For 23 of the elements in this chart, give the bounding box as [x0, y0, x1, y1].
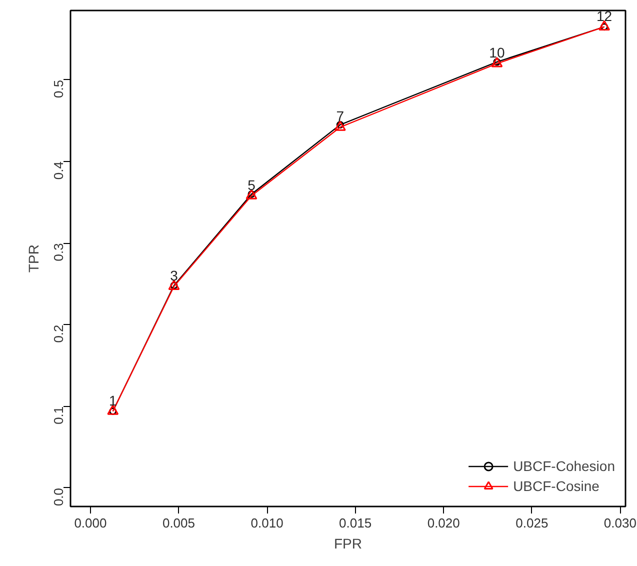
x-tick-label: 0.000 — [74, 516, 107, 530]
x-tick-label: 0.010 — [250, 516, 284, 530]
x-tick-label: 0.020 — [427, 516, 460, 530]
y-tick-label: 0.5 — [51, 80, 66, 98]
y-tick-label: 0.1 — [51, 406, 66, 424]
annotation: 5 — [248, 176, 256, 193]
x-tick-label: 0.025 — [516, 516, 548, 530]
y-tick-label: 0.3 — [51, 243, 66, 262]
y-tick-label: 0.4 — [51, 161, 66, 180]
annotation: 10 — [489, 44, 505, 61]
annotation: 3 — [170, 267, 178, 284]
y-axis-title: TPR — [26, 244, 42, 272]
legend-label: UBCF-Cohesion — [513, 458, 615, 474]
x-axis-title: FPR — [334, 536, 362, 552]
annotation: 12 — [596, 8, 612, 24]
x-tick-label: 0.005 — [162, 516, 196, 530]
x-tick-label: 0.030 — [604, 516, 636, 530]
y-tick-label: 0.2 — [51, 324, 66, 343]
y-tick-label: 0.0 — [51, 488, 66, 506]
annotation: 1 — [108, 392, 117, 408]
legend-label: UBCF-Cosine — [513, 478, 600, 494]
annotation: 7 — [336, 108, 344, 124]
x-tick-label: 0.015 — [339, 516, 372, 530]
